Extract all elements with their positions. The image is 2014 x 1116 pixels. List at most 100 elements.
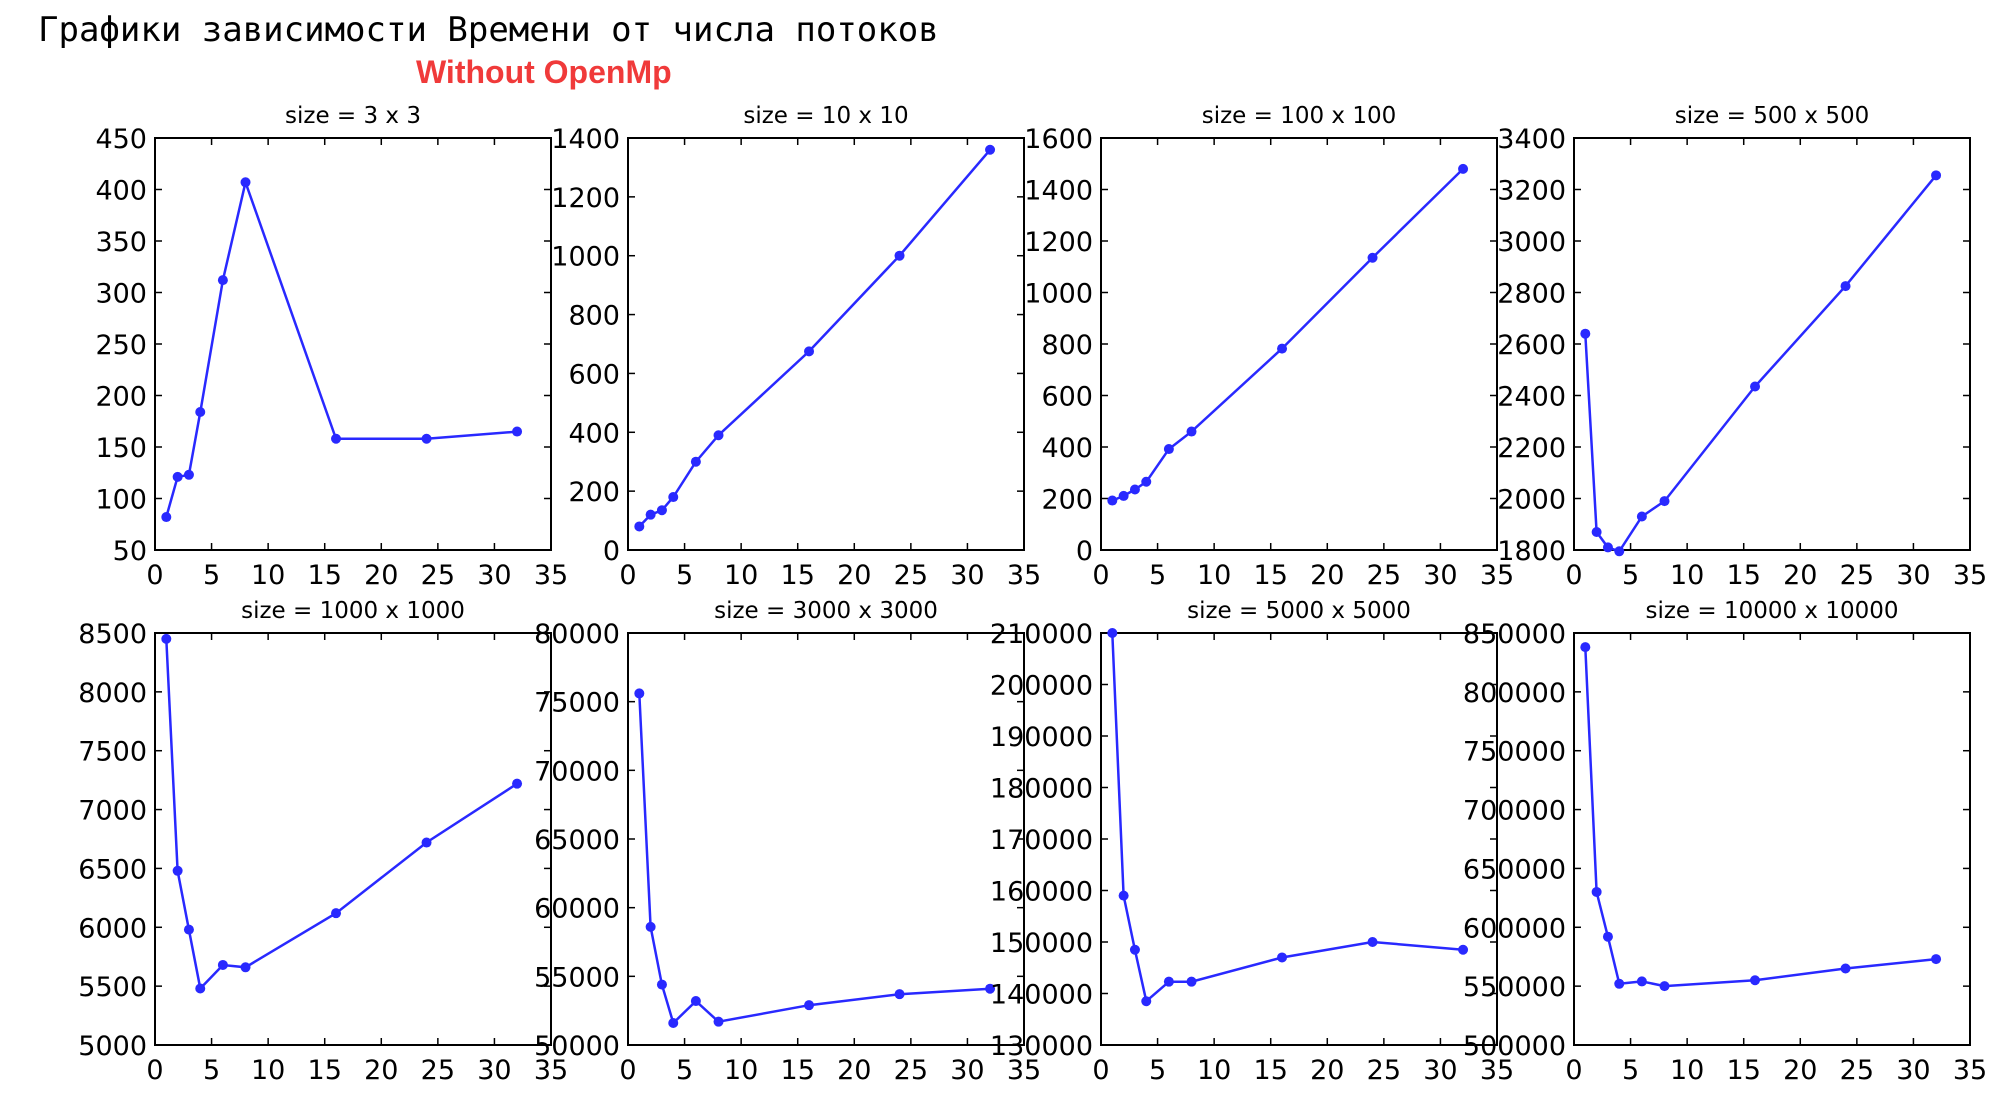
y-tick-label: 2800 xyxy=(1497,279,1566,310)
data-point xyxy=(1659,496,1670,507)
x-tick-label: 35 xyxy=(1007,560,1041,591)
x-tick-label: 5 xyxy=(1622,1055,1639,1086)
y-tick-label: 180000 xyxy=(990,774,1093,805)
data-point xyxy=(1580,642,1591,653)
y-tick-label: 150000 xyxy=(990,928,1093,959)
x-tick-label: 15 xyxy=(308,1055,342,1086)
data-point xyxy=(195,406,206,417)
data-point xyxy=(690,456,701,467)
data-point xyxy=(1129,944,1140,955)
series-line xyxy=(1111,632,1464,1004)
data-point xyxy=(713,430,724,441)
data-point xyxy=(1591,526,1602,537)
data-point xyxy=(1277,343,1288,354)
x-tick-label: 15 xyxy=(1727,1055,1761,1086)
data-point xyxy=(1614,978,1625,989)
y-tick-label: 160000 xyxy=(990,877,1093,908)
y-tick-label: 400 xyxy=(1041,433,1093,464)
data-point xyxy=(1602,542,1613,553)
x-tick-label: 0 xyxy=(146,560,163,591)
x-tick-label: 0 xyxy=(1092,1055,1109,1086)
y-tick-label: 65000 xyxy=(534,825,620,856)
y-tick-label: 8000 xyxy=(78,678,147,709)
y-tick-label: 300 xyxy=(95,279,147,310)
x-tick-label: 0 xyxy=(146,1055,163,1086)
panel-title: size = 10000 x 10000 xyxy=(1645,598,1898,624)
y-tick-label: 130000 xyxy=(990,1031,1093,1062)
x-tick-label: 35 xyxy=(1480,1055,1514,1086)
x-tick-label: 20 xyxy=(1310,1055,1344,1086)
data-point xyxy=(985,144,996,155)
x-tick-label: 5 xyxy=(1149,1055,1166,1086)
data-point xyxy=(1107,628,1118,638)
y-tick-label: 60000 xyxy=(534,894,620,925)
y-tick-label: 2400 xyxy=(1497,382,1566,413)
x-tick-label: 30 xyxy=(477,560,511,591)
y-tick-label: 200000 xyxy=(990,671,1093,702)
x-tick-label: 10 xyxy=(251,1055,285,1086)
x-tick-label: 10 xyxy=(724,560,758,591)
data-point xyxy=(1931,954,1942,965)
x-tick-label: 20 xyxy=(1783,1055,1817,1086)
data-point xyxy=(1186,426,1197,437)
data-point xyxy=(1591,886,1602,897)
data-point xyxy=(1750,381,1761,392)
y-tick-label: 80000 xyxy=(534,619,620,650)
x-tick-label: 15 xyxy=(1254,1055,1288,1086)
x-tick-label: 5 xyxy=(676,1055,693,1086)
data-point xyxy=(1840,963,1851,974)
chart-panel-3: size = 100 x 100 0 5 10 15 20 25 30 35 0 200 400 600… xyxy=(1024,103,1514,591)
x-tick-label: 35 xyxy=(1953,560,1987,591)
plot-frame xyxy=(1573,632,1971,1046)
data-point xyxy=(512,426,523,437)
data-point xyxy=(1840,281,1851,292)
y-tick-label: 650000 xyxy=(1463,854,1566,885)
x-tick-label: 15 xyxy=(781,560,815,591)
x-tick-label: 25 xyxy=(1840,1055,1874,1086)
data-point xyxy=(421,433,432,444)
x-tick-label: 10 xyxy=(1197,1055,1231,1086)
y-tick-label: 1400 xyxy=(1024,176,1093,207)
x-tick-label: 15 xyxy=(1254,560,1288,591)
x-tick-label: 25 xyxy=(1367,560,1401,591)
y-tick-label: 200 xyxy=(1041,485,1093,516)
y-tick-label: 1000 xyxy=(551,242,620,273)
y-tick-label: 75000 xyxy=(534,688,620,719)
x-tick-label: 5 xyxy=(203,1055,220,1086)
x-tick-label: 0 xyxy=(1092,560,1109,591)
data-point xyxy=(713,1016,724,1027)
data-point xyxy=(1141,476,1152,487)
x-tick-label: 5 xyxy=(1622,560,1639,591)
y-tick-label: 1800 xyxy=(1497,536,1566,567)
y-tick-label: 1200 xyxy=(551,183,620,214)
x-tick-label: 25 xyxy=(1840,560,1874,591)
data-point xyxy=(634,688,645,699)
y-tick-label: 6500 xyxy=(78,854,147,885)
chart-panel-1: size = 3 x 3 0 5 10 15 20 25 30 35 50 100 150 200 250… xyxy=(95,103,568,591)
y-tick-label: 1600 xyxy=(1024,124,1093,155)
data-point xyxy=(1931,170,1942,181)
y-tick-label: 550000 xyxy=(1463,972,1566,1003)
data-point xyxy=(172,471,183,482)
data-point xyxy=(512,778,523,789)
y-tick-label: 150 xyxy=(95,433,147,464)
y-tick-label: 100 xyxy=(95,485,147,516)
data-point xyxy=(217,275,228,286)
y-tick-label: 170000 xyxy=(990,825,1093,856)
y-tick-label: 850000 xyxy=(1463,619,1566,650)
y-tick-label: 800000 xyxy=(1463,678,1566,709)
panel-title: size = 500 x 500 xyxy=(1675,103,1870,129)
plot-frame xyxy=(1100,137,1498,551)
data-point xyxy=(172,865,183,876)
x-tick-label: 15 xyxy=(1727,560,1761,591)
y-tick-label: 700000 xyxy=(1463,796,1566,827)
y-tick-label: 6000 xyxy=(78,913,147,944)
y-tick-label: 200 xyxy=(95,382,147,413)
data-point xyxy=(656,505,667,516)
x-tick-label: 30 xyxy=(950,1055,984,1086)
y-tick-label: 3400 xyxy=(1497,124,1566,155)
y-tick-label: 400 xyxy=(568,418,620,449)
data-point xyxy=(894,250,905,261)
data-point xyxy=(1636,511,1647,522)
data-point xyxy=(1163,444,1174,455)
